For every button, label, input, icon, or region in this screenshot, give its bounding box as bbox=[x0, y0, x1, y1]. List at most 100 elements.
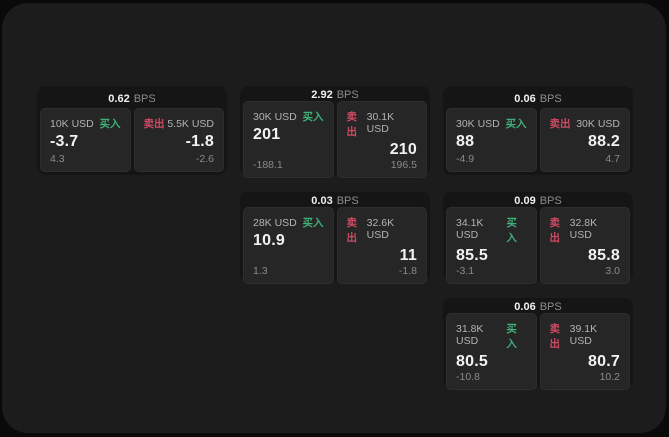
buy-size: 30K USD bbox=[253, 111, 297, 123]
buy-price: -3.7 bbox=[50, 133, 79, 150]
sell-delta: 4.7 bbox=[605, 153, 620, 165]
sell-side-label: 卖出 bbox=[549, 217, 561, 244]
buy-quote-tile[interactable]: 28K USD 买入 10.9 1.3 bbox=[243, 207, 334, 284]
tile-top: 34.1K USD 买入 bbox=[456, 215, 527, 245]
bps-value: 0.09 bbox=[514, 195, 536, 207]
sell-quote-tile[interactable]: 卖出 32.6K USD 11 -1.8 bbox=[336, 207, 427, 284]
bps-unit-label: BPS bbox=[539, 301, 562, 313]
sell-side-label: 卖出 bbox=[143, 118, 165, 130]
tile-top: 卖出 39.1K USD bbox=[550, 321, 621, 351]
bps-value: 0.06 bbox=[514, 301, 536, 313]
quote-row: 30K USD 买入 88 -4.9 卖出 30K USD 88.2 4.7 bbox=[446, 108, 630, 172]
buy-price: 201 bbox=[253, 126, 281, 143]
buy-size: 31.8K USD bbox=[456, 323, 484, 347]
bps-unit-label: BPS bbox=[539, 195, 562, 207]
buy-size: 30K USD bbox=[456, 118, 500, 130]
main-panel: 0.62 BPS 10K USD 买入 -3.7 4.3 卖出 5.5K USD bbox=[2, 3, 666, 433]
tile-top: 30K USD 买入 bbox=[456, 116, 527, 131]
buy-size: 28K USD bbox=[253, 217, 297, 229]
bps-header: 2.92 BPS bbox=[243, 89, 427, 101]
buy-side-label: 买入 bbox=[302, 217, 324, 229]
bps-value: 0.06 bbox=[514, 92, 536, 105]
tile-top: 卖出 32.8K USD bbox=[550, 215, 621, 245]
buy-delta: -188.1 bbox=[253, 159, 283, 171]
buy-side-label: 买入 bbox=[506, 217, 517, 244]
quote-card: 0.06 BPS 31.8K USD 买入 80.5 -10.8 卖出 39.1… bbox=[443, 298, 633, 390]
sell-side-label: 卖出 bbox=[549, 118, 571, 130]
bps-header: 0.03 BPS bbox=[243, 195, 427, 207]
sell-quote-tile[interactable]: 卖出 5.5K USD -1.8 -2.6 bbox=[133, 108, 224, 172]
sell-delta: 3.0 bbox=[605, 265, 620, 277]
sell-size: 32.6K USD bbox=[366, 217, 395, 241]
sell-size: 30.1K USD bbox=[366, 111, 395, 135]
sell-size: 32.8K USD bbox=[569, 217, 598, 241]
buy-size: 34.1K USD bbox=[456, 217, 484, 241]
buy-delta: 1.3 bbox=[253, 265, 268, 277]
bps-unit-label: BPS bbox=[336, 195, 359, 207]
bps-header: 0.06 BPS bbox=[446, 89, 630, 108]
tile-top: 28K USD 买入 bbox=[253, 215, 324, 230]
tile-top: 30K USD 买入 bbox=[253, 109, 324, 124]
sell-side-label: 卖出 bbox=[346, 111, 358, 138]
quote-row: 34.1K USD 买入 85.5 -3.1 卖出 32.8K USD 85.8… bbox=[446, 207, 630, 284]
buy-quote-tile[interactable]: 30K USD 买入 201 -188.1 bbox=[243, 101, 334, 178]
quote-row: 10K USD 买入 -3.7 4.3 卖出 5.5K USD -1.8 -2.… bbox=[40, 108, 224, 172]
buy-price: 10.9 bbox=[253, 232, 285, 249]
buy-delta: -4.9 bbox=[456, 153, 475, 165]
buy-side-label: 买入 bbox=[505, 118, 527, 130]
quote-row: 30K USD 买入 201 -188.1 卖出 30.1K USD 210 1… bbox=[243, 101, 427, 178]
buy-price: 80.5 bbox=[456, 353, 488, 370]
tile-top: 10K USD 买入 bbox=[50, 116, 121, 131]
sell-side-label: 卖出 bbox=[346, 217, 358, 244]
buy-side-label: 买入 bbox=[302, 111, 324, 123]
tile-top: 卖出 32.6K USD bbox=[347, 215, 418, 245]
sell-delta: -2.6 bbox=[195, 153, 214, 165]
sell-price: 210 bbox=[389, 141, 417, 158]
buy-quote-tile[interactable]: 31.8K USD 买入 80.5 -10.8 bbox=[446, 313, 537, 390]
quote-card: 2.92 BPS 30K USD 买入 201 -188.1 卖出 30.1K … bbox=[240, 86, 430, 178]
bps-header: 0.06 BPS bbox=[446, 301, 630, 313]
buy-price: 85.5 bbox=[456, 247, 488, 264]
sell-quote-tile[interactable]: 卖出 39.1K USD 80.7 10.2 bbox=[539, 313, 630, 390]
sell-side-label: 卖出 bbox=[549, 323, 561, 350]
quote-cards-grid: 0.62 BPS 10K USD 买入 -3.7 4.3 卖出 5.5K USD bbox=[37, 86, 633, 390]
bps-value: 2.92 bbox=[311, 89, 333, 101]
bps-header: 0.62 BPS bbox=[40, 89, 224, 108]
sell-delta: 10.2 bbox=[599, 371, 620, 383]
sell-size: 5.5K USD bbox=[167, 118, 214, 130]
sell-delta: 196.5 bbox=[390, 159, 417, 171]
quote-row: 28K USD 买入 10.9 1.3 卖出 32.6K USD 11 -1.8 bbox=[243, 207, 427, 284]
buy-delta: -3.1 bbox=[456, 265, 475, 277]
buy-quote-tile[interactable]: 10K USD 买入 -3.7 4.3 bbox=[40, 108, 131, 172]
sell-price: 88.2 bbox=[588, 133, 620, 150]
bps-value: 0.62 bbox=[108, 92, 130, 105]
sell-quote-tile[interactable]: 卖出 30.1K USD 210 196.5 bbox=[336, 101, 427, 178]
sell-quote-tile[interactable]: 卖出 32.8K USD 85.8 3.0 bbox=[539, 207, 630, 284]
quote-card: 0.03 BPS 28K USD 买入 10.9 1.3 卖出 32.6K US… bbox=[240, 192, 430, 284]
sell-price: 85.8 bbox=[588, 247, 620, 264]
buy-price: 88 bbox=[456, 133, 475, 150]
sell-price: -1.8 bbox=[185, 133, 214, 150]
buy-side-label: 买入 bbox=[506, 323, 517, 350]
sell-price: 11 bbox=[399, 247, 417, 264]
tile-top: 卖出 30K USD bbox=[550, 116, 621, 131]
bps-unit-label: BPS bbox=[336, 89, 359, 101]
buy-quote-tile[interactable]: 34.1K USD 买入 85.5 -3.1 bbox=[446, 207, 537, 284]
sell-quote-tile[interactable]: 卖出 30K USD 88.2 4.7 bbox=[539, 108, 630, 172]
bps-value: 0.03 bbox=[311, 195, 333, 207]
tile-top: 卖出 5.5K USD bbox=[144, 116, 215, 131]
quote-row: 31.8K USD 买入 80.5 -10.8 卖出 39.1K USD 80.… bbox=[446, 313, 630, 390]
tile-top: 31.8K USD 买入 bbox=[456, 321, 527, 351]
quote-card: 0.62 BPS 10K USD 买入 -3.7 4.3 卖出 5.5K USD bbox=[37, 86, 227, 175]
buy-side-label: 买入 bbox=[99, 118, 121, 130]
sell-size: 30K USD bbox=[576, 118, 620, 130]
buy-delta: 4.3 bbox=[50, 153, 65, 165]
quote-card: 0.09 BPS 34.1K USD 买入 85.5 -3.1 卖出 32.8K… bbox=[443, 192, 633, 284]
buy-quote-tile[interactable]: 30K USD 买入 88 -4.9 bbox=[446, 108, 537, 172]
buy-delta: -10.8 bbox=[456, 371, 480, 383]
sell-delta: -1.8 bbox=[398, 265, 417, 277]
bps-unit-label: BPS bbox=[539, 92, 562, 105]
tile-top: 卖出 30.1K USD bbox=[347, 109, 418, 139]
buy-size: 10K USD bbox=[50, 118, 94, 130]
bps-header: 0.09 BPS bbox=[446, 195, 630, 207]
